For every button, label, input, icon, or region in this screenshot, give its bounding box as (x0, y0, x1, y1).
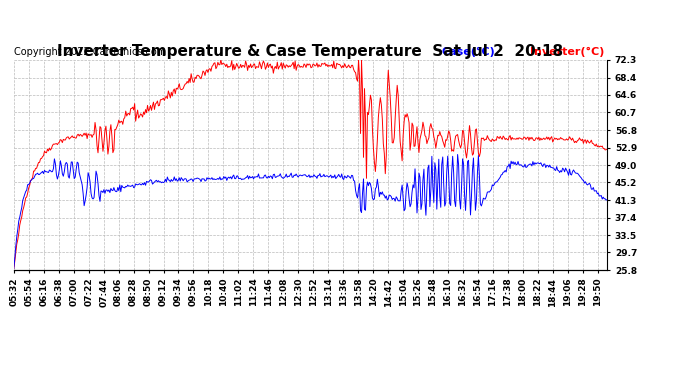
Text: Inverter(°C): Inverter(°C) (530, 47, 604, 57)
Text: Copyright 2022 Cartronics.com: Copyright 2022 Cartronics.com (14, 47, 166, 57)
Text: Case(°C): Case(°C) (441, 47, 495, 57)
Title: Inverter Temperature & Case Temperature  Sat Jul 2  20:18: Inverter Temperature & Case Temperature … (57, 44, 564, 59)
